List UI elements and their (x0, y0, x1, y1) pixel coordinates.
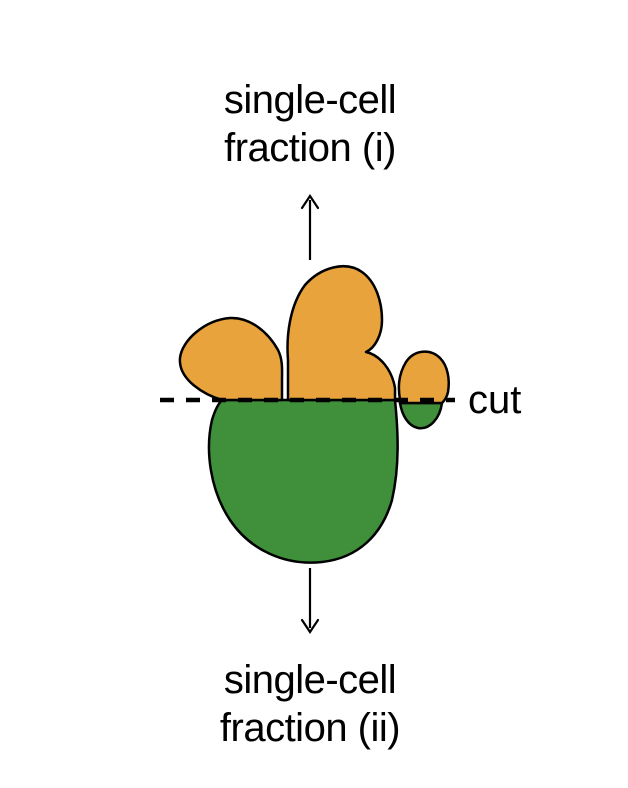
upper-fraction-shape (180, 266, 449, 403)
label-top-line2: fraction (i) (0, 126, 620, 171)
lower-fraction-shape (209, 400, 442, 563)
arrow-top (302, 196, 318, 260)
label-cut: cut (468, 378, 521, 423)
label-top-line1: single-cell (0, 78, 620, 123)
arrow-bottom (302, 568, 318, 632)
label-bottom-line1: single-cell (0, 658, 620, 703)
label-bottom-line2: fraction (ii) (0, 706, 620, 751)
